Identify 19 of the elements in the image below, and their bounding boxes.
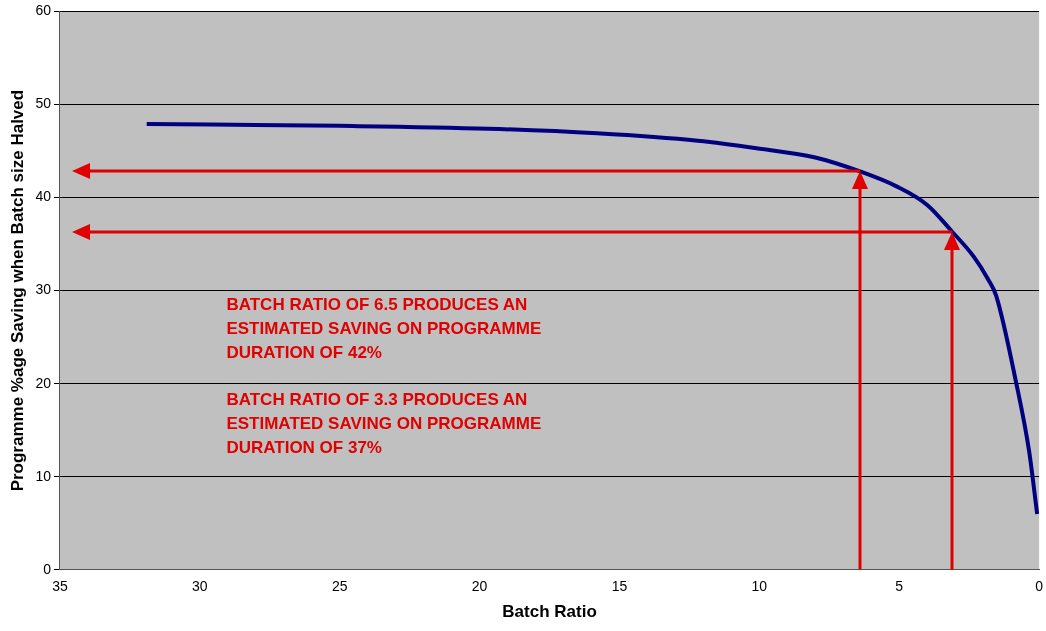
y-tick-label: 0	[43, 560, 52, 577]
y-tick-label: 10	[35, 467, 52, 484]
x-tick-label: 30	[192, 578, 208, 595]
annotation: BATCH RATIO OF 3.3 PRODUCES AN ESTIMATED SAVING ON PROGRAMME DURATION OF 37%	[226, 389, 543, 460]
y-tick-label: 40	[35, 188, 52, 205]
y-tick-label: 50	[35, 95, 52, 112]
x-axis-title: Batch Ratio	[502, 602, 597, 622]
x-tick-label: 15	[611, 578, 628, 595]
y-tick-label: 60	[35, 2, 52, 19]
y-tick-label: 20	[35, 374, 52, 391]
y-axis-title: Programme %age Saving when Batch size Halved	[7, 89, 27, 492]
y-tick-label: 30	[35, 281, 52, 298]
x-tick-label: 25	[331, 578, 348, 595]
x-tick-label: 20	[471, 578, 488, 595]
x-tick-label: 10	[751, 578, 768, 595]
x-tick-label: 0	[1035, 578, 1044, 595]
annotation: BATCH RATIO OF 6.5 PRODUCES AN ESTIMATED SAVING ON PROGRAMME DURATION OF 42%	[226, 294, 543, 365]
x-tick-label: 5	[895, 578, 904, 595]
x-tick-label: 35	[52, 578, 68, 595]
